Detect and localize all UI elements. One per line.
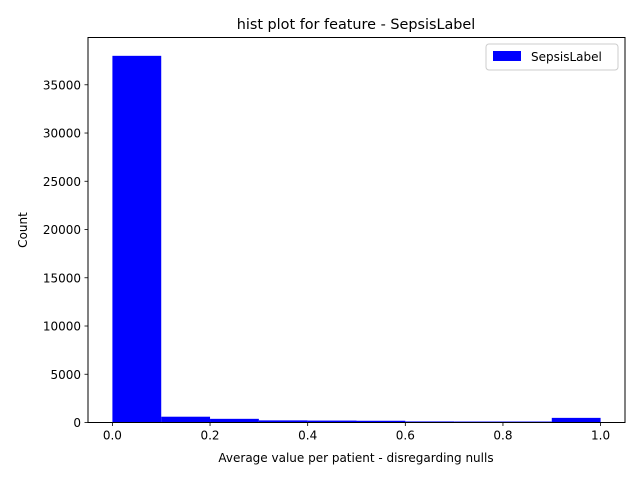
- x-tick-label: 0.8: [493, 429, 512, 443]
- x-ticks: 0.0 0.2 0.4 0.6 0.8 1.0: [103, 422, 610, 443]
- y-tick-label: 35000: [43, 78, 81, 92]
- y-tick-label: 0: [73, 416, 81, 430]
- x-tick-label: 0.0: [103, 429, 122, 443]
- x-tick-label: 1.0: [591, 429, 610, 443]
- x-tick-label: 0.6: [396, 429, 415, 443]
- x-tick-label: 0.2: [200, 429, 219, 443]
- histogram-bar: [356, 420, 406, 423]
- y-axis-label: Count: [16, 212, 30, 248]
- histogram-bar: [210, 418, 259, 423]
- y-tick-label: 15000: [43, 271, 81, 285]
- plot-frame: [87, 37, 626, 423]
- legend-box: [485, 43, 619, 71]
- histogram-bar: [161, 416, 211, 423]
- x-axis-label: Average value per patient - disregarding…: [218, 451, 493, 465]
- y-tick-label: 10000: [43, 320, 81, 334]
- chart-title: hist plot for feature - SepsisLabel: [237, 17, 476, 33]
- legend-swatch: [493, 51, 521, 61]
- histogram-bar: [405, 421, 455, 423]
- y-tick-label: 30000: [43, 127, 81, 141]
- histogram-bar: [551, 417, 601, 423]
- histogram-bar: [258, 420, 308, 423]
- legend: SepsisLabel: [485, 43, 619, 71]
- y-tick-label: 25000: [43, 175, 81, 189]
- y-tick-label: 5000: [50, 368, 81, 382]
- histogram-bar: [112, 55, 162, 423]
- legend-label: SepsisLabel: [531, 50, 602, 64]
- x-tick-label: 0.4: [298, 429, 317, 443]
- bars-group: [112, 55, 601, 423]
- y-tick-label: 20000: [43, 223, 81, 237]
- histogram-bar: [307, 420, 357, 423]
- y-ticks: 0 5000 10000 15000 20000 25000 30000 35000: [43, 78, 88, 430]
